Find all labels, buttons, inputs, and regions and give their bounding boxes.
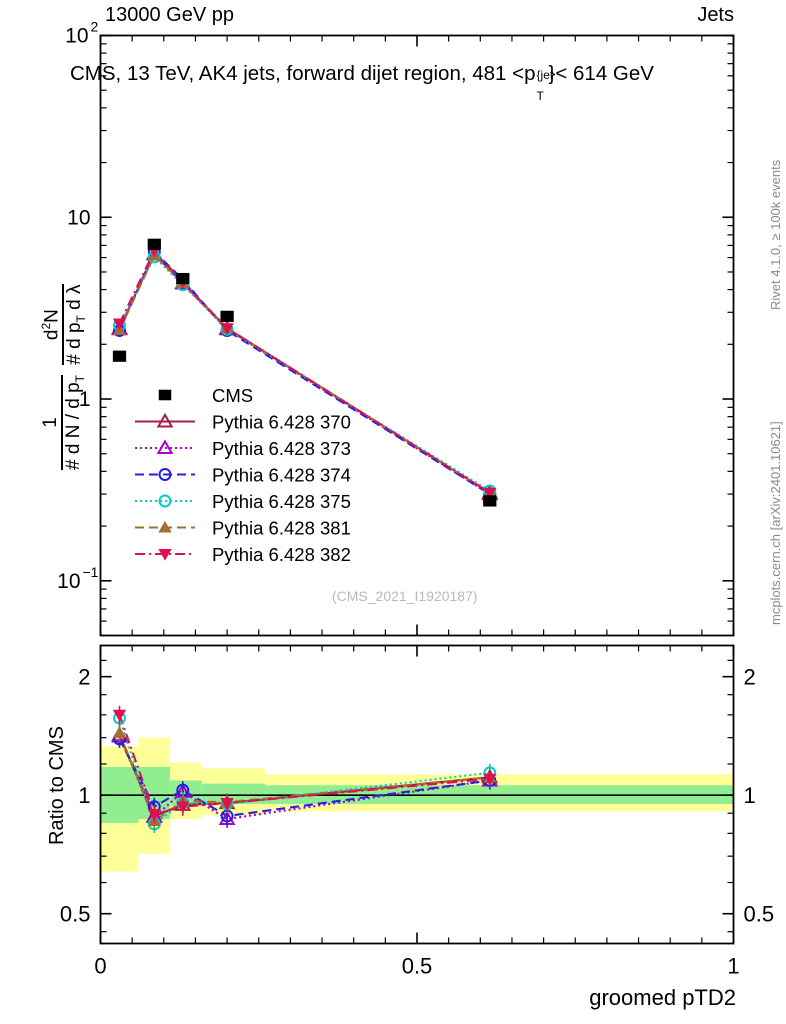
legend-item-p370[interactable]: Pythia 6.428 370 bbox=[135, 412, 351, 433]
legend-item-p374[interactable]: Pythia 6.428 374 bbox=[135, 465, 351, 486]
legend-item-cms[interactable]: CMS bbox=[158, 385, 253, 406]
marker-square bbox=[158, 389, 172, 401]
legend-item-p373[interactable]: Pythia 6.428 373 bbox=[135, 438, 351, 459]
marker-circle bbox=[158, 494, 172, 508]
marker-triangle-up bbox=[156, 412, 174, 428]
ytick-label-10: 10 bbox=[67, 206, 90, 229]
xtick-label-0.5: 0.5 bbox=[402, 954, 433, 979]
marker-square bbox=[147, 238, 161, 250]
ratio-ytick-label-right-2: 2 bbox=[744, 665, 756, 690]
ratio-series-markers bbox=[112, 705, 497, 824]
ratio-ytick-label-left-2: 2 bbox=[78, 665, 90, 690]
xtick-label-0: 0 bbox=[94, 954, 106, 979]
marker-triangle-up bbox=[156, 439, 174, 455]
ytick-label-0p1: 10 bbox=[57, 570, 80, 593]
legend-item-p375[interactable]: Pythia 6.428 375 bbox=[135, 491, 351, 512]
ratio-ytick-label-left-1: 1 bbox=[78, 783, 90, 808]
series-line bbox=[118, 253, 491, 494]
page-title: CMS, 13 TeV, AK4 jets, forward dijet reg… bbox=[70, 62, 654, 103]
ratio-series-line bbox=[118, 738, 490, 818]
marker-triangle-down bbox=[483, 487, 497, 500]
legend-label: Pythia 6.428 382 bbox=[212, 544, 351, 565]
legend-item-p382[interactable]: Pythia 6.428 382 bbox=[135, 544, 351, 565]
title-superscript: {jet bbox=[536, 68, 554, 82]
marker-square bbox=[220, 310, 234, 322]
legend-label: Pythia 6.428 370 bbox=[212, 412, 351, 433]
title-subscript: T bbox=[536, 89, 544, 103]
ytick-exponent-100: 2 bbox=[91, 19, 99, 35]
marker-triangle-up bbox=[112, 726, 127, 738]
band-inner bbox=[201, 783, 266, 804]
marker-square bbox=[112, 350, 127, 362]
header-left: 13000 GeV pp bbox=[105, 4, 234, 26]
marker-triangle-down bbox=[158, 548, 172, 561]
ratio-series-group bbox=[111, 705, 499, 833]
dataset-watermark: (CMS_2021_I1920187) bbox=[332, 588, 478, 604]
title-main: CMS, 13 TeV, AK4 jets, forward dijet reg… bbox=[70, 62, 536, 85]
marker-triangle-down bbox=[220, 798, 234, 810]
ytick-label-100: 10 bbox=[65, 25, 88, 48]
cms-data-markers bbox=[112, 238, 497, 507]
marker-triangle-down bbox=[112, 709, 127, 722]
legend: CMS Pythia 6.428 370 Pythia 6.428 373 Pythi… bbox=[135, 385, 351, 565]
legend-label: Pythia 6.428 381 bbox=[212, 518, 351, 539]
marker-triangle-up bbox=[158, 520, 172, 533]
legend-label: Pythia 6.428 373 bbox=[212, 438, 351, 459]
marker-triangle-down bbox=[112, 318, 127, 331]
ytick-label-1: 1 bbox=[79, 388, 91, 411]
legend-label: Pythia 6.428 375 bbox=[212, 491, 351, 512]
marker-circle bbox=[158, 468, 172, 481]
legend-label: Pythia 6.428 374 bbox=[212, 465, 351, 486]
marker-square bbox=[483, 495, 497, 507]
legend-label: CMS bbox=[212, 385, 253, 406]
ratio-ytick-label-right-1: 1 bbox=[744, 783, 756, 808]
header-right: Jets bbox=[697, 4, 734, 26]
main-series-group bbox=[111, 238, 499, 507]
marker-square bbox=[176, 272, 190, 285]
legend-item-p381[interactable]: Pythia 6.428 381 bbox=[135, 518, 351, 539]
ratio-uncertainty-bands bbox=[100, 737, 734, 872]
marker-triangle-down bbox=[483, 773, 497, 786]
title-tail: }< 614 GeV bbox=[548, 62, 654, 85]
ratio-ytick-label-left-0.5: 0.5 bbox=[60, 902, 91, 927]
xaxis-label: groomed pTD2 bbox=[589, 985, 736, 1010]
main-panel-frame bbox=[99, 34, 735, 637]
ytick-exponent-0p1: −1 bbox=[83, 564, 99, 580]
xtick-label-1: 1 bbox=[727, 954, 739, 979]
marker-triangle-down bbox=[176, 801, 190, 814]
marker-triangle-down bbox=[147, 809, 161, 821]
ratio-ytick-label-right-0.5: 0.5 bbox=[744, 902, 775, 927]
marker-triangle-down bbox=[220, 323, 234, 335]
